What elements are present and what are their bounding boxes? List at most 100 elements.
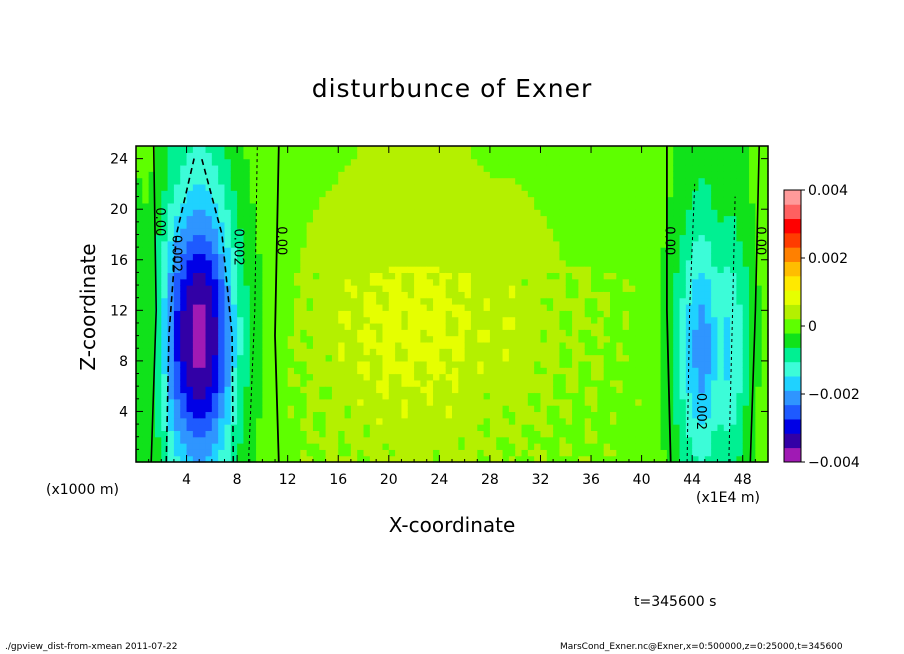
heatmap-cell: [628, 322, 636, 330]
heatmap-cell: [470, 146, 478, 153]
heatmap-cell: [641, 152, 649, 160]
heatmap-cell: [287, 436, 295, 444]
heatmap-cell: [521, 278, 529, 286]
heatmap-cell: [350, 234, 358, 242]
heatmap-cell: [755, 386, 763, 394]
heatmap-cell: [407, 354, 415, 362]
heatmap-cell: [306, 240, 314, 248]
heatmap-cell: [521, 310, 529, 318]
heatmap-cell: [199, 152, 207, 160]
heatmap-cell: [711, 449, 719, 457]
heatmap-cell: [508, 354, 516, 362]
heatmap-cell: [256, 367, 263, 375]
heatmap-cell: [230, 379, 238, 387]
heatmap-cell: [692, 278, 700, 286]
heatmap-cell: [439, 183, 447, 191]
heatmap-cell: [679, 253, 687, 261]
heatmap-cell: [496, 272, 504, 280]
heatmap-cell: [692, 455, 700, 463]
heatmap-cell: [666, 392, 674, 400]
heatmap-cell: [154, 417, 162, 425]
heatmap-cell: [230, 266, 238, 273]
heatmap-cell: [173, 234, 181, 242]
heatmap-cell: [395, 360, 403, 368]
heatmap-cell: [205, 329, 213, 337]
heatmap-cell: [578, 335, 586, 343]
heatmap-cell: [154, 304, 162, 311]
heatmap-cell: [572, 177, 579, 185]
heatmap-cell: [470, 455, 478, 463]
heatmap-cell: [154, 234, 162, 242]
heatmap-cell: [319, 316, 327, 324]
heatmap-cell: [742, 341, 750, 349]
heatmap-cell: [256, 348, 263, 356]
heatmap-cell: [300, 386, 308, 394]
heatmap-cell: [249, 386, 257, 394]
heatmap-cell: [565, 228, 573, 236]
heatmap-cell: [749, 272, 756, 280]
heatmap-cell: [660, 430, 668, 438]
heatmap-cell: [704, 354, 712, 362]
heatmap-cell: [224, 310, 232, 318]
heatmap-cell: [628, 291, 636, 299]
heatmap-cell: [546, 443, 554, 450]
heatmap-cell: [717, 183, 725, 191]
heatmap-cell: [186, 152, 194, 160]
heatmap-cell: [489, 146, 497, 153]
heatmap-cell: [508, 190, 516, 198]
heatmap-cell: [325, 272, 333, 280]
heatmap-cell: [628, 234, 636, 242]
heatmap-cell: [331, 455, 339, 463]
heatmap-cell: [711, 209, 719, 217]
heatmap-cell: [679, 202, 687, 210]
heatmap-cell: [268, 196, 276, 204]
heatmap-cell: [363, 202, 371, 210]
heatmap-cell: [546, 234, 554, 242]
heatmap-cell: [559, 379, 567, 387]
heatmap-cell: [426, 164, 434, 172]
heatmap-cell: [749, 297, 756, 305]
heatmap-cell: [192, 360, 200, 368]
heatmap-cell: [148, 266, 156, 273]
heatmap-cell: [717, 285, 725, 292]
heatmap-cell: [508, 417, 516, 425]
heatmap-cell: [344, 443, 352, 450]
heatmap-cell: [578, 411, 586, 419]
heatmap-cell: [698, 291, 706, 299]
heatmap-cell: [275, 310, 282, 318]
heatmap-cell: [723, 392, 731, 400]
heatmap-cell: [186, 240, 194, 248]
heatmap-cell: [591, 171, 598, 179]
heatmap-cell: [325, 171, 333, 179]
heatmap-cell: [287, 449, 295, 457]
heatmap-cell: [211, 247, 219, 255]
heatmap-cell: [489, 322, 497, 330]
heatmap-cell: [192, 152, 200, 160]
heatmap-cell: [268, 228, 276, 236]
heatmap-cell: [287, 234, 295, 242]
heatmap-cell: [180, 259, 188, 267]
heatmap-cell: [230, 360, 238, 368]
heatmap-cell: [584, 196, 592, 204]
heatmap-cell: [338, 424, 346, 431]
heatmap-cell: [641, 392, 649, 400]
heatmap-cell: [344, 449, 352, 457]
heatmap-cell: [502, 341, 510, 349]
heatmap-cell: [578, 398, 586, 406]
heatmap-cell: [591, 386, 598, 394]
heatmap-cell: [616, 164, 624, 172]
heatmap-cell: [502, 436, 510, 444]
heatmap-cell: [319, 247, 327, 255]
heatmap-cell: [616, 253, 624, 261]
heatmap-cell: [180, 297, 188, 305]
heatmap-cell: [407, 360, 415, 368]
heatmap-cell: [470, 196, 478, 204]
heatmap-cell: [426, 228, 434, 236]
heatmap-cell: [723, 253, 731, 261]
heatmap-cell: [211, 202, 219, 210]
heatmap-cell: [154, 386, 162, 394]
heatmap-cell: [256, 335, 263, 343]
heatmap-cell: [616, 398, 624, 406]
heatmap-cell: [344, 329, 352, 337]
heatmap-cell: [224, 146, 232, 153]
